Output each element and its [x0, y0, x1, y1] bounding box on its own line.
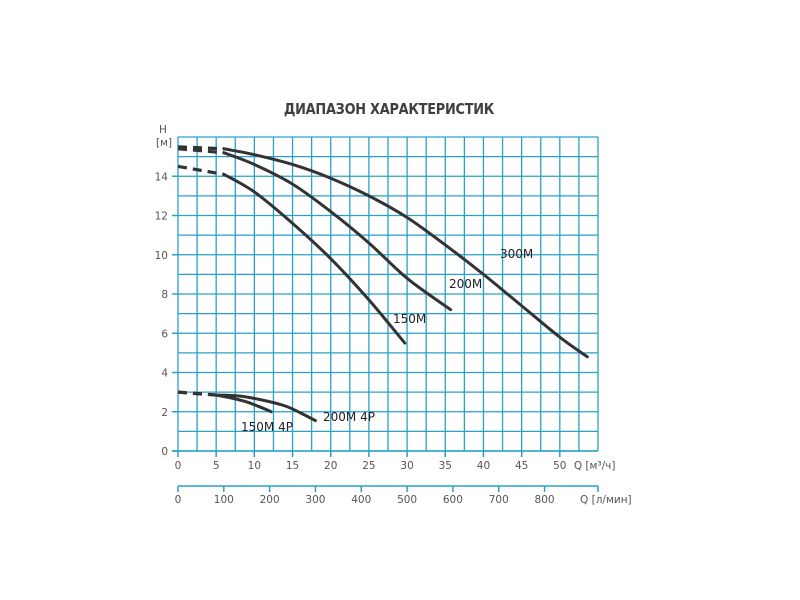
x-tick-label: 35	[439, 460, 452, 472]
y-axis-label: H	[159, 124, 167, 136]
curve-label: 150M	[393, 312, 426, 326]
y-tick-label: 10	[155, 250, 168, 262]
x2-tick-label: 300	[305, 494, 325, 506]
x2-tick-label: 600	[443, 494, 463, 506]
curve-label: 200M	[449, 277, 482, 291]
x2-tick-label: 100	[214, 494, 234, 506]
x-tick-label: 15	[286, 460, 299, 472]
x2-tick-label: 200	[260, 494, 280, 506]
x2-tick-label: 0	[175, 494, 182, 506]
x2-axis-label: Q [л/мин]	[580, 494, 632, 506]
curve-300m: 300M	[177, 145, 589, 359]
y-tick-label: 6	[161, 328, 168, 340]
x2-tick-label: 400	[351, 494, 371, 506]
y-tick-label: 12	[155, 211, 168, 223]
x-tick-label: 40	[477, 460, 490, 472]
y-tick-label: 14	[155, 171, 169, 183]
x2-tick-label: 700	[489, 494, 509, 506]
curve-label: 150M 4P	[241, 420, 293, 434]
x-tick-label: 0	[175, 460, 182, 472]
y-tick-label: 4	[161, 368, 168, 380]
chart-title: ДИАПАЗОН ХАРАКТЕРИСТИК	[283, 100, 495, 118]
y-axis: 0 2 4 6 8 10 12 14	[155, 171, 178, 458]
x-axis-label: Q [м³/ч]	[574, 460, 616, 472]
x2-tick-label: 500	[397, 494, 417, 506]
x2-axis: 0 100 200 300 400 500 600 700 800 Q [л/мин]	[175, 485, 632, 506]
curve-label: 200M 4P	[323, 410, 375, 424]
grid	[177, 136, 599, 452]
y-tick-label: 8	[161, 289, 168, 301]
curve-200m: 200M	[177, 147, 482, 312]
x-tick-label: 30	[400, 460, 413, 472]
y-axis-unit: [м]	[156, 137, 172, 149]
curve-150m-4p: 150M 4P	[177, 390, 293, 434]
x-axis-ticks: 0 5 10 15 20 25 30 35 40 45 50	[175, 451, 567, 472]
y-tick-label: 2	[161, 407, 168, 419]
x-tick-label: 25	[362, 460, 375, 472]
y-tick-label: 0	[161, 446, 168, 458]
x-tick-label: 45	[515, 460, 528, 472]
x-tick-label: 50	[553, 460, 566, 472]
x-tick-label: 20	[324, 460, 337, 472]
x-tick-label: 5	[213, 460, 220, 472]
x2-tick-label: 800	[535, 494, 555, 506]
curve-150m: 150M	[177, 164, 426, 345]
curve-label: 300M	[500, 247, 533, 261]
x-tick-label: 10	[248, 460, 261, 472]
